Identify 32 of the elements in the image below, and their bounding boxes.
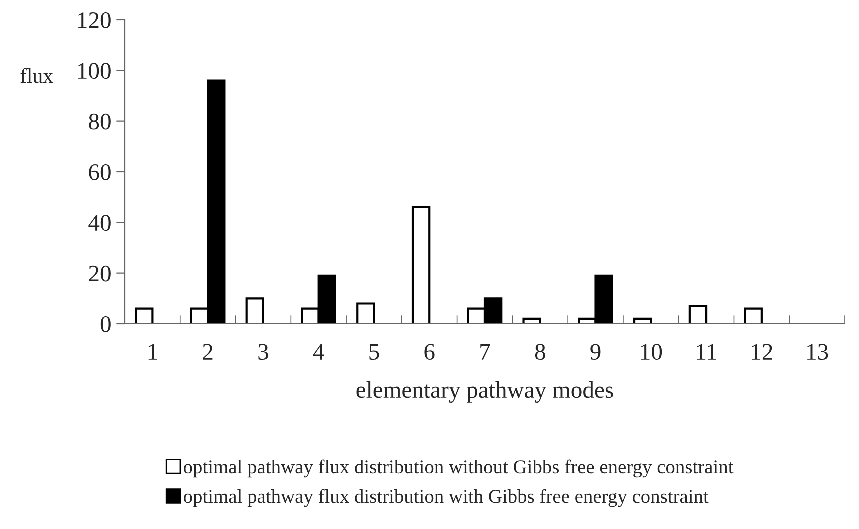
bar (356, 302, 376, 324)
y-tick-label: 100 (78, 63, 111, 80)
y-tick-label: 40 (88, 215, 111, 232)
legend-label: optimal pathway flux distribution without Gibbs free energy constraint (184, 460, 734, 478)
x-tick-label: 1 (148, 344, 158, 360)
x-tick-label: 3 (258, 344, 268, 360)
bar (688, 305, 708, 324)
x-tick-label: 10 (641, 344, 662, 360)
x-tick-label: 5 (370, 344, 380, 360)
y-tick-label: 80 (89, 114, 111, 130)
x-tick-label: 13 (808, 344, 828, 360)
x-tick-label: 12 (752, 344, 772, 360)
bar (522, 318, 542, 324)
x-tick-label: 2 (203, 344, 213, 360)
x-tick-label: 7 (480, 344, 490, 360)
x-tick-label: 4 (313, 344, 324, 360)
y-tick-label: 0 (100, 316, 111, 332)
bar (246, 298, 265, 324)
bar (633, 318, 652, 324)
bar (135, 308, 154, 324)
x-tick-label: 9 (590, 344, 601, 360)
bar (412, 206, 431, 324)
x-axis-title: elementary pathway modes (356, 382, 614, 403)
x-tick-label: 8 (535, 344, 546, 360)
bar (744, 308, 763, 324)
legend-label: optimal pathway flux distribution with Gibbs free energy constraint (184, 489, 709, 508)
y-tick-label: 120 (78, 12, 111, 28)
y-axis-title: flux (20, 68, 54, 84)
x-tick-label: 11 (697, 344, 716, 360)
y-tick-label: 20 (89, 266, 111, 282)
x-tick-label: 6 (424, 344, 435, 360)
y-tick-label: 60 (89, 164, 111, 180)
